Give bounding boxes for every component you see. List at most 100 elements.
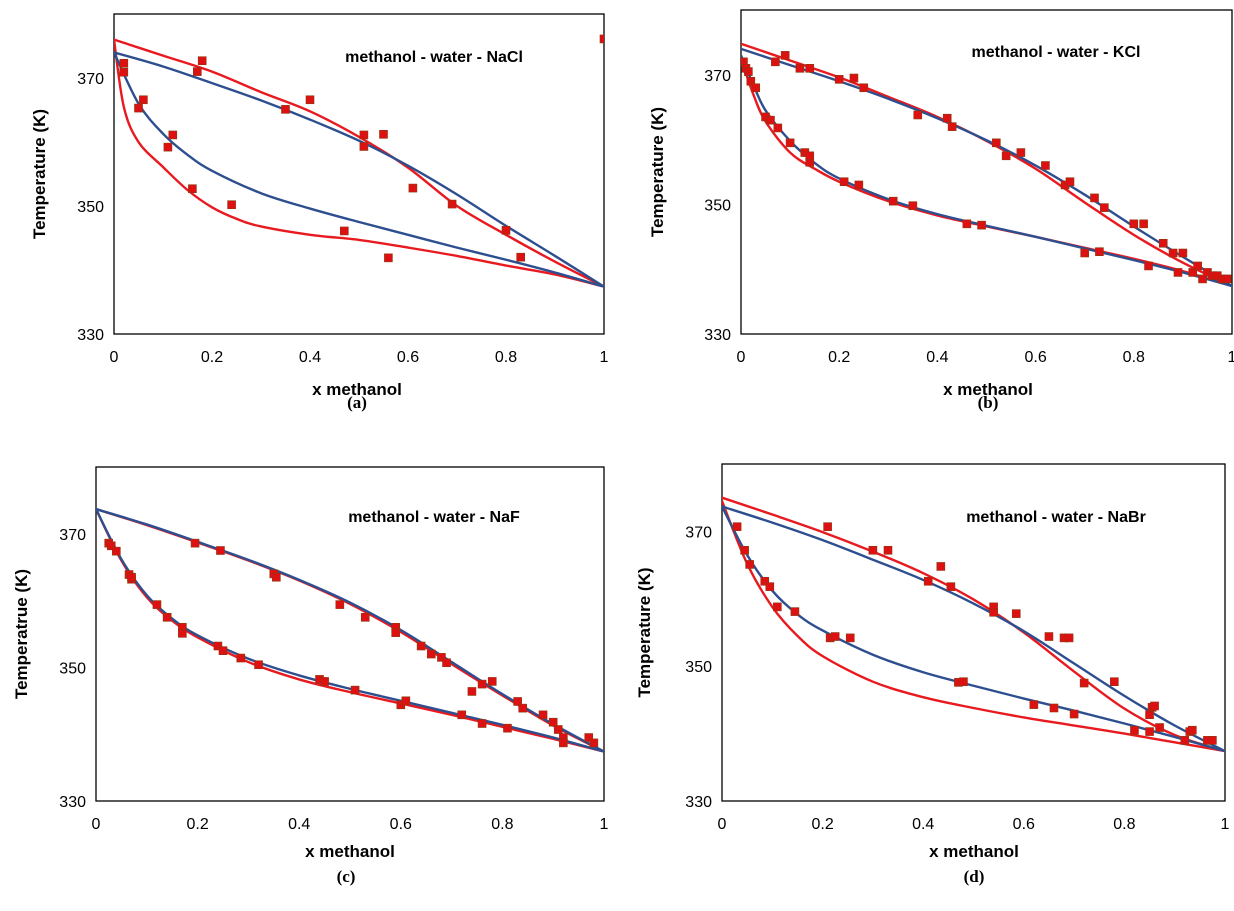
data-point [1158, 238, 1168, 248]
data-point [830, 632, 840, 641]
data-point [134, 103, 143, 113]
chart-title: methanol - water - NaCl [345, 49, 523, 66]
data-point [888, 196, 898, 206]
x-tick-label: 0.4 [912, 816, 934, 833]
data-point [1145, 727, 1154, 736]
x-tick-label: 0.8 [1113, 816, 1135, 833]
data-point [1044, 632, 1054, 641]
data-point [339, 226, 349, 236]
data-point [254, 660, 263, 670]
data-point [391, 628, 401, 637]
data-point [859, 83, 869, 93]
panel-label: (a) [347, 393, 367, 412]
y-tick-label: 330 [77, 327, 104, 344]
data-point [503, 723, 512, 733]
data-point [538, 710, 548, 720]
data-point [408, 183, 418, 193]
data-point [467, 687, 477, 696]
data-point [188, 184, 197, 194]
data-point [584, 733, 594, 742]
y-tick-label: 370 [704, 68, 731, 85]
x-tick-label: 0.2 [201, 349, 223, 366]
panel-label: (b) [978, 393, 999, 412]
data-point [360, 612, 370, 622]
data-point [923, 576, 933, 586]
data-point [447, 199, 457, 209]
data-point [119, 58, 129, 68]
data-point [773, 602, 782, 612]
data-point [168, 130, 178, 140]
data-point [1129, 219, 1139, 229]
data-point [845, 633, 855, 643]
data-point [501, 226, 511, 235]
data-point [989, 607, 998, 617]
blue-model-curve [722, 505, 1225, 753]
x-tick-label: 0 [110, 349, 119, 366]
data-point [805, 151, 815, 161]
data-point [553, 725, 563, 734]
data-point [992, 138, 1001, 148]
data-point [272, 572, 281, 582]
data-point [854, 180, 864, 190]
red-model-curve [96, 507, 604, 753]
data-point [1065, 177, 1075, 187]
data-point [1144, 261, 1153, 271]
y-axis-title: Temperature (K) [30, 109, 49, 239]
x-tick-label: 1 [600, 349, 609, 366]
y-axis-title: Temperatrue (K) [12, 569, 31, 699]
data-point [1145, 710, 1154, 720]
data-point [1041, 161, 1050, 170]
data-point [1079, 678, 1089, 688]
data-point [977, 220, 986, 230]
x-tick-label: 0.2 [811, 816, 833, 833]
data-point [1069, 709, 1079, 719]
data-point [106, 541, 116, 551]
blue-model-curve [741, 54, 1232, 288]
x-tick-label: 0 [92, 816, 101, 833]
panel-label: (c) [337, 867, 356, 886]
x-tick-label: 0.6 [1024, 349, 1046, 366]
data-point [1173, 268, 1183, 277]
y-tick-label: 330 [59, 794, 86, 811]
data-point [908, 201, 918, 210]
data-point [1198, 274, 1207, 284]
data-point [771, 57, 780, 67]
data-point [442, 658, 451, 668]
panel-label: (d) [964, 867, 985, 886]
x-tick-label: 0.6 [397, 349, 419, 366]
y-tick-label: 350 [77, 199, 104, 216]
x-tick-label: 0.4 [926, 349, 948, 366]
data-point [1180, 736, 1190, 745]
data-point [197, 56, 207, 66]
data-point [599, 34, 604, 44]
plot-frame [721, 463, 1226, 802]
data-point [1208, 736, 1217, 745]
data-point [760, 576, 770, 586]
blue-model-curve [96, 507, 604, 753]
y-tick-label: 330 [685, 794, 712, 811]
data-point [1188, 268, 1198, 277]
data-point [518, 703, 528, 713]
data-point [1011, 609, 1021, 618]
data-point [477, 679, 487, 689]
x-tick-label: 0.6 [1013, 816, 1035, 833]
x-tick-label: 0 [718, 816, 727, 833]
red-model-curve [722, 496, 1225, 753]
data-point [127, 572, 136, 582]
data-point [1168, 248, 1178, 258]
data-point [487, 677, 497, 686]
data-point [823, 522, 832, 531]
data-point [119, 67, 129, 77]
red-model-curve [741, 42, 1232, 288]
y-axis-title: Temperature (K) [635, 567, 654, 697]
data-point [513, 697, 522, 706]
x-tick-label: 1 [1221, 816, 1230, 833]
data-point [785, 138, 795, 148]
data-point [751, 83, 761, 93]
data-point [1130, 725, 1139, 735]
data-point [1100, 203, 1109, 212]
data-point [163, 142, 173, 152]
data-point [913, 110, 923, 120]
blue-model-curve [114, 51, 604, 288]
